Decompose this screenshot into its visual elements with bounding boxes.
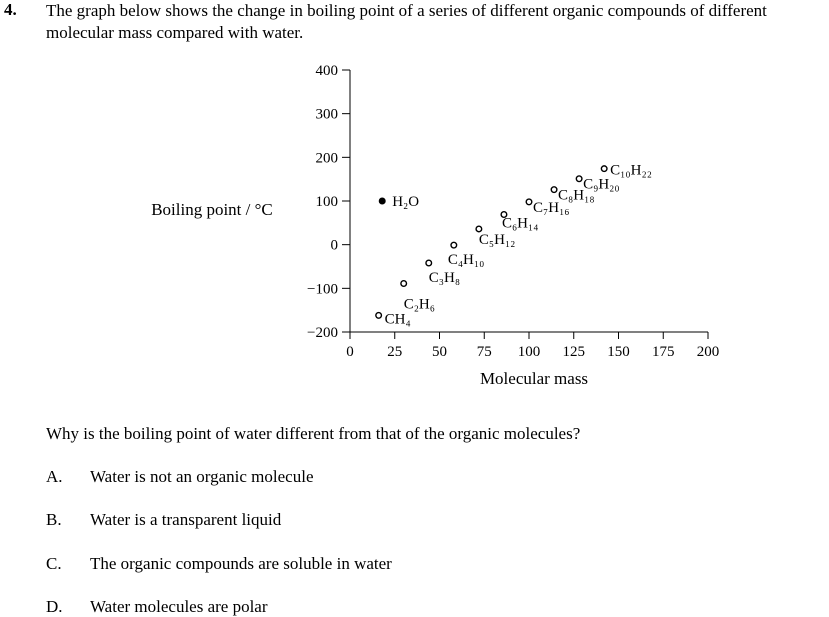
x-axis-label: Molecular mass bbox=[480, 369, 588, 388]
data-point-open bbox=[450, 241, 458, 249]
x-tick-label: 125 bbox=[563, 344, 586, 360]
data-point-open bbox=[375, 311, 383, 319]
data-point-label: C₆H₁₄ bbox=[502, 216, 539, 232]
data-point-open bbox=[550, 186, 558, 194]
data-point-label: C₈H₁₈ bbox=[558, 188, 595, 204]
option-b-letter: B. bbox=[46, 510, 62, 529]
y-axis-label: Boiling point / °C bbox=[151, 200, 273, 219]
data-point-open bbox=[475, 225, 483, 233]
data-point-label: C₁₀H₂₂ bbox=[610, 163, 652, 179]
question-prompt: Why is the boiling point of water differ… bbox=[46, 424, 581, 443]
data-point-label: CH₄ bbox=[385, 311, 411, 327]
data-point-label: C₃H₈ bbox=[429, 270, 460, 286]
question-number: 4. bbox=[4, 0, 17, 19]
data-point-label: C₄H₁₀ bbox=[448, 252, 485, 268]
x-tick-label: 200 bbox=[697, 344, 720, 360]
y-tick-label: −200 bbox=[307, 325, 338, 341]
x-axis-ticks: 0 25 50 75 100 125 150 175 200 bbox=[346, 332, 719, 360]
x-tick-label: 100 bbox=[518, 344, 541, 360]
x-tick-label: 25 bbox=[387, 344, 402, 360]
option-b-text: Water is a transparent liquid bbox=[90, 510, 282, 529]
option-a-letter: A. bbox=[46, 467, 63, 486]
x-tick-label: 50 bbox=[432, 344, 447, 360]
x-tick-label: 75 bbox=[477, 344, 492, 360]
data-point-label: C₂H₆ bbox=[404, 297, 435, 313]
option-a-text: Water is not an organic molecule bbox=[90, 467, 314, 486]
data-point-label: H₂O bbox=[392, 194, 419, 210]
data-point-filled bbox=[378, 197, 386, 205]
y-tick-label: −100 bbox=[307, 281, 338, 297]
option-c-text: The organic compounds are soluble in wat… bbox=[90, 554, 392, 573]
option-d-letter: D. bbox=[46, 597, 63, 616]
data-point-open bbox=[425, 259, 433, 267]
x-tick-label: 175 bbox=[652, 344, 675, 360]
y-tick-label: 300 bbox=[316, 107, 339, 123]
data-point-label: C₉H₂₀ bbox=[583, 177, 620, 193]
data-point-label: C₇H₁₆ bbox=[533, 200, 570, 216]
data-point-open bbox=[525, 198, 533, 206]
x-tick-label: 0 bbox=[346, 344, 354, 360]
data-points: H₂OCH₄C₂H₆C₃H₈C₄H₁₀C₅H₁₂C₆H₁₄C₇H₁₆C₈H₁₈C… bbox=[375, 163, 652, 327]
option-d-text: Water molecules are polar bbox=[90, 597, 268, 616]
data-point-open bbox=[400, 280, 408, 288]
option-c-letter: C. bbox=[46, 554, 62, 573]
data-point-label: C₅H₁₂ bbox=[479, 232, 516, 248]
y-axis-ticks: 400 300 200 100 0 −100 −200 bbox=[307, 63, 350, 341]
question-stem: The graph below shows the change in boil… bbox=[46, 1, 767, 42]
y-tick-label: 400 bbox=[316, 63, 339, 79]
y-tick-label: 0 bbox=[331, 238, 339, 254]
y-tick-label: 200 bbox=[316, 150, 339, 166]
data-point-open bbox=[600, 165, 608, 173]
x-tick-label: 150 bbox=[607, 344, 630, 360]
data-point-open bbox=[500, 211, 508, 219]
data-point-open bbox=[575, 175, 583, 183]
y-tick-label: 100 bbox=[316, 194, 339, 210]
